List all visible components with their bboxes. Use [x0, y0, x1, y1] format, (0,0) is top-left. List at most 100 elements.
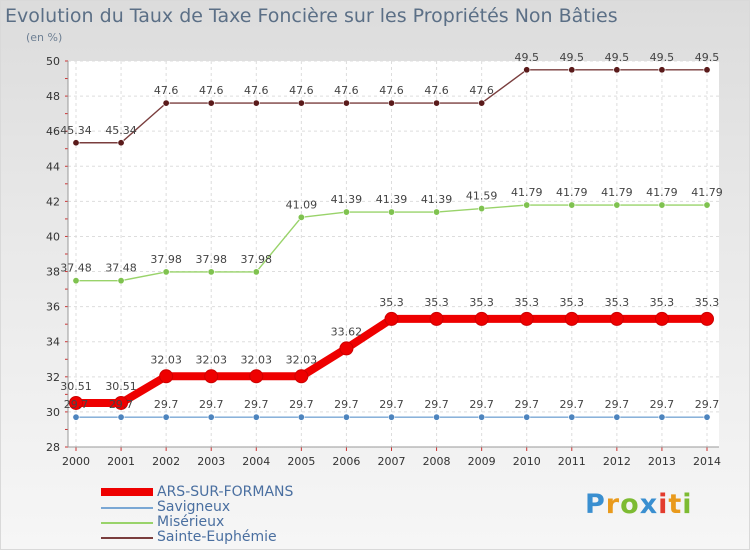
x-tick-label: 2005	[287, 455, 315, 468]
data-label-ars-sur-formans: 35.3	[424, 296, 449, 309]
legend-item-savigneux: Savigneux	[101, 499, 361, 515]
data-label-sainte-euphemie: 49.5	[695, 51, 720, 64]
data-point-savigneux	[72, 413, 80, 421]
data-label-miserieux: 41.09	[286, 198, 318, 211]
data-label-savigneux: 29.7	[289, 398, 314, 411]
data-point-ars-sur-formans	[564, 311, 579, 326]
data-point-miserieux	[613, 201, 621, 209]
data-point-sainte-euphemie	[613, 66, 621, 74]
data-point-savigneux	[162, 413, 170, 421]
data-point-ars-sur-formans	[519, 311, 534, 326]
data-label-savigneux: 29.7	[469, 398, 494, 411]
data-point-sainte-euphemie	[433, 99, 441, 107]
x-tick-label: 2004	[242, 455, 270, 468]
data-label-sainte-euphemie: 47.6	[424, 84, 449, 97]
y-tick-label: 46	[46, 125, 60, 138]
logo-letter: r	[605, 489, 621, 520]
data-point-savigneux	[387, 413, 395, 421]
legend-item-sainte-euphemie: Sainte-Euphémie	[101, 529, 361, 545]
x-tick-label: 2012	[603, 455, 631, 468]
data-point-savigneux	[658, 413, 666, 421]
legend-swatch-sainte-euphemie	[101, 537, 153, 539]
data-label-savigneux: 29.7	[64, 398, 89, 411]
data-point-miserieux	[342, 208, 350, 216]
data-label-miserieux: 37.48	[105, 262, 137, 275]
x-tick-label: 2002	[152, 455, 180, 468]
data-point-sainte-euphemie	[387, 99, 395, 107]
data-point-savigneux	[433, 413, 441, 421]
y-tick-label: 50	[46, 55, 60, 68]
data-label-sainte-euphemie: 45.34	[105, 124, 137, 137]
data-point-miserieux	[252, 268, 260, 276]
data-point-sainte-euphemie	[252, 99, 260, 107]
data-label-savigneux: 29.7	[199, 398, 224, 411]
y-tick-label: 36	[46, 301, 60, 314]
x-tick-label: 2000	[62, 455, 90, 468]
legend-swatch-miserieux	[101, 522, 153, 524]
data-label-savigneux: 29.7	[334, 398, 359, 411]
data-label-sainte-euphemie: 47.6	[334, 84, 359, 97]
data-point-ars-sur-formans	[474, 311, 489, 326]
data-label-miserieux: 37.98	[150, 253, 182, 266]
data-point-sainte-euphemie	[523, 66, 531, 74]
legend-label: ARS-SUR-FORMANS	[157, 484, 294, 500]
data-label-sainte-euphemie: 49.5	[514, 51, 539, 64]
logo-letter: i	[658, 489, 669, 520]
data-label-ars-sur-formans: 35.3	[695, 296, 720, 309]
data-point-ars-sur-formans	[429, 311, 444, 326]
data-point-sainte-euphemie	[478, 99, 486, 107]
data-label-sainte-euphemie: 47.6	[244, 84, 269, 97]
legend-label: Sainte-Euphémie	[157, 529, 277, 545]
y-tick-label: 44	[46, 160, 60, 173]
legend-item-miserieux: Misérieux	[101, 514, 361, 530]
data-point-savigneux	[613, 413, 621, 421]
x-tick-label: 2014	[693, 455, 721, 468]
data-label-savigneux: 29.7	[154, 398, 179, 411]
data-label-savigneux: 29.7	[650, 398, 675, 411]
data-point-savigneux	[342, 413, 350, 421]
data-label-ars-sur-formans: 33.62	[331, 325, 363, 338]
data-point-sainte-euphemie	[207, 99, 215, 107]
y-tick-label: 40	[46, 230, 60, 243]
data-point-miserieux	[387, 208, 395, 216]
logo-letter: P	[585, 489, 606, 520]
legend-item-ars-sur-formans: ARS-SUR-FORMANS	[101, 484, 361, 500]
data-point-sainte-euphemie	[297, 99, 305, 107]
data-point-savigneux	[478, 413, 486, 421]
data-label-miserieux: 41.79	[646, 186, 678, 199]
data-label-ars-sur-formans: 32.03	[286, 353, 318, 366]
data-label-miserieux: 41.59	[466, 190, 498, 203]
data-label-miserieux: 41.39	[331, 193, 363, 206]
data-label-ars-sur-formans: 30.51	[105, 380, 137, 393]
x-tick-label: 2006	[332, 455, 360, 468]
data-point-miserieux	[72, 277, 80, 285]
data-label-savigneux: 29.7	[514, 398, 539, 411]
data-point-ars-sur-formans	[609, 311, 624, 326]
data-label-ars-sur-formans: 32.03	[195, 353, 227, 366]
chart-title: Evolution du Taux de Taxe Foncière sur l…	[5, 5, 618, 27]
data-label-savigneux: 29.7	[244, 398, 269, 411]
data-point-miserieux	[117, 277, 125, 285]
data-label-miserieux: 37.98	[195, 253, 227, 266]
x-tick-label: 2007	[378, 455, 406, 468]
data-label-sainte-euphemie: 47.6	[469, 84, 494, 97]
data-label-miserieux: 41.39	[421, 193, 453, 206]
y-tick-label: 38	[46, 266, 60, 279]
logo-letter: t	[668, 489, 683, 520]
data-label-sainte-euphemie: 47.6	[289, 84, 314, 97]
data-label-sainte-euphemie: 45.34	[60, 124, 92, 137]
data-point-ars-sur-formans	[654, 311, 669, 326]
data-point-miserieux	[568, 201, 576, 209]
data-point-ars-sur-formans	[339, 341, 354, 356]
data-label-miserieux: 41.79	[601, 186, 633, 199]
data-point-ars-sur-formans	[114, 395, 129, 410]
data-label-miserieux: 41.79	[691, 186, 723, 199]
data-point-sainte-euphemie	[72, 139, 80, 147]
data-point-savigneux	[117, 413, 125, 421]
data-point-sainte-euphemie	[658, 66, 666, 74]
data-point-savigneux	[252, 413, 260, 421]
data-point-miserieux	[478, 205, 486, 213]
data-label-sainte-euphemie: 49.5	[560, 51, 585, 64]
